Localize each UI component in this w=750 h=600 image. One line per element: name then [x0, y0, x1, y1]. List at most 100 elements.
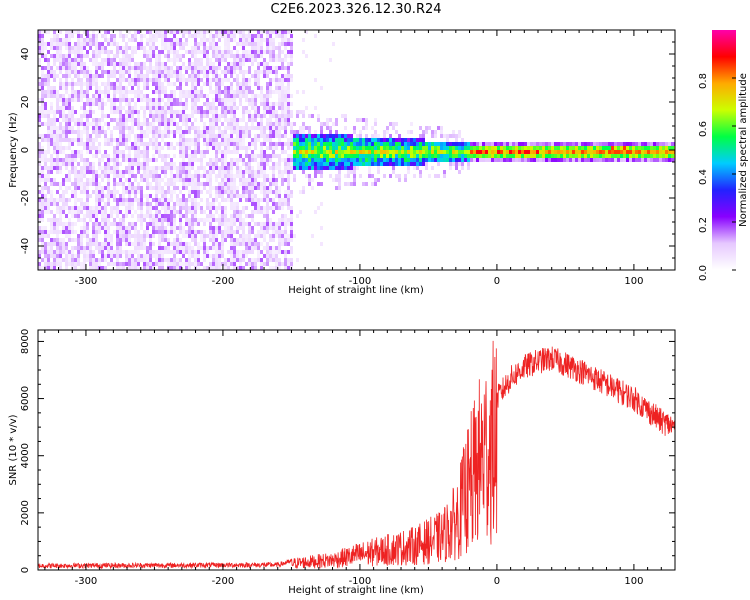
heatmap-cell [95, 222, 98, 226]
heatmap-cell [143, 178, 146, 182]
heatmap-cell [485, 146, 488, 150]
heatmap-cell [95, 70, 98, 74]
heatmap-cell [56, 130, 59, 134]
heatmap-cell [125, 198, 128, 202]
heatmap-cell [44, 110, 47, 114]
heatmap-cell [86, 162, 89, 166]
heatmap-cell [74, 198, 77, 202]
heatmap-cell [80, 90, 83, 94]
heatmap-cell [80, 154, 83, 158]
heatmap-cell [617, 154, 620, 158]
heatmap-cell [80, 178, 83, 182]
heatmap-cell [152, 222, 155, 226]
heatmap-cell [179, 174, 182, 178]
heatmap-cell [209, 246, 212, 250]
heatmap-cell [50, 178, 53, 182]
heatmap-cell [71, 210, 74, 214]
heatmap-cell [290, 102, 293, 106]
heatmap-cell [371, 150, 374, 154]
heatmap-cell [275, 202, 278, 206]
heatmap-cell [221, 230, 224, 234]
heatmap-cell [263, 126, 266, 130]
heatmap-cell [203, 222, 206, 226]
heatmap-cell [170, 214, 173, 218]
heatmap-cell [128, 230, 131, 234]
heatmap-cell [170, 230, 173, 234]
heatmap-cell [491, 142, 494, 146]
heatmap-cell [122, 66, 125, 70]
heatmap-cell [491, 146, 494, 150]
heatmap-cell [212, 62, 215, 66]
heatmap-cell [641, 150, 644, 154]
heatmap-cell [134, 262, 137, 266]
heatmap-cell [146, 142, 149, 146]
heatmap-cell [104, 174, 107, 178]
heatmap-cell [440, 130, 443, 134]
heatmap-cell [266, 242, 269, 246]
heatmap-cell [182, 254, 185, 258]
heatmap-cell [308, 178, 311, 182]
heatmap-cell [287, 142, 290, 146]
heatmap-cell [113, 206, 116, 210]
heatmap-cell [140, 218, 143, 222]
heatmap-cell [173, 214, 176, 218]
heatmap-cell [257, 166, 260, 170]
heatmap-cell [515, 142, 518, 146]
heatmap-cell [620, 146, 623, 150]
heatmap-cell [182, 158, 185, 162]
heatmap-cell [38, 30, 41, 34]
heatmap-cell [68, 218, 71, 222]
heatmap-cell [74, 50, 77, 54]
heatmap-cell [209, 130, 212, 134]
heatmap-cell [71, 58, 74, 62]
heatmap-cell [251, 62, 254, 66]
heatmap-cell [503, 150, 506, 154]
heatmap-cell [203, 30, 206, 34]
heatmap-cell [155, 118, 158, 122]
heatmap-cell [188, 226, 191, 230]
heatmap-cell [353, 130, 356, 134]
heatmap-cell [158, 234, 161, 238]
heatmap-cell [233, 78, 236, 82]
heatmap-cell [455, 158, 458, 162]
heatmap-cell [197, 50, 200, 54]
heatmap-cell [503, 154, 506, 158]
heatmap-cell [107, 226, 110, 230]
heatmap-cell [266, 102, 269, 106]
heatmap-cell [584, 146, 587, 150]
heatmap-cell [341, 142, 344, 146]
heatmap-cell [56, 222, 59, 226]
heatmap-cell [128, 170, 131, 174]
heatmap-cell [227, 110, 230, 114]
heatmap-cell [215, 166, 218, 170]
heatmap-cell [353, 126, 356, 130]
heatmap-cell [113, 74, 116, 78]
heatmap-cell [215, 34, 218, 38]
heatmap-cell [158, 102, 161, 106]
heatmap-cell [71, 206, 74, 210]
heatmap-cell [263, 142, 266, 146]
heatmap-cell [245, 122, 248, 126]
heatmap-cell [182, 138, 185, 142]
heatmap-cell [122, 98, 125, 102]
heatmap-cell [56, 254, 59, 258]
heatmap-cell [74, 254, 77, 258]
heatmap-cell [131, 78, 134, 82]
heatmap-cell [221, 54, 224, 58]
heatmap-cell [173, 54, 176, 58]
heatmap-cell [161, 50, 164, 54]
heatmap-cell [221, 242, 224, 246]
heatmap-cell [71, 154, 74, 158]
heatmap-cell [38, 42, 41, 46]
heatmap-cell [200, 30, 203, 34]
heatmap-cell [323, 154, 326, 158]
heatmap-cell [569, 146, 572, 150]
heatmap-cell [257, 38, 260, 42]
heatmap-cell [518, 150, 521, 154]
heatmap-cell [77, 262, 80, 266]
heatmap-cell [404, 162, 407, 166]
heatmap-cell [515, 154, 518, 158]
heatmap-cell [182, 102, 185, 106]
heatmap-cell [113, 254, 116, 258]
heatmap-cell [365, 158, 368, 162]
